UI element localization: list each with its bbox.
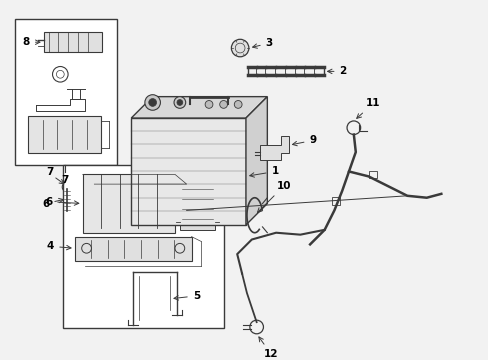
Circle shape bbox=[174, 96, 185, 108]
Polygon shape bbox=[131, 96, 267, 118]
Circle shape bbox=[219, 100, 227, 108]
Text: 11: 11 bbox=[356, 98, 380, 118]
Circle shape bbox=[204, 100, 212, 108]
Circle shape bbox=[234, 100, 242, 108]
Text: 7: 7 bbox=[61, 175, 69, 185]
Bar bbox=[368, 171, 376, 178]
Polygon shape bbox=[259, 135, 288, 160]
Text: 2: 2 bbox=[327, 66, 346, 76]
Text: 8: 8 bbox=[22, 37, 40, 47]
Text: 3: 3 bbox=[252, 38, 272, 48]
Bar bbox=[28, 116, 101, 153]
Circle shape bbox=[177, 100, 183, 105]
Bar bbox=[131, 118, 245, 225]
Bar bbox=[15, 19, 117, 165]
Text: 12: 12 bbox=[258, 337, 278, 359]
Text: 6: 6 bbox=[42, 198, 63, 208]
Bar bbox=[82, 174, 175, 233]
Bar bbox=[332, 197, 340, 204]
Text: 5: 5 bbox=[174, 291, 200, 301]
Bar bbox=[44, 32, 102, 52]
Bar bbox=[63, 165, 223, 328]
Text: 10: 10 bbox=[257, 181, 290, 212]
Circle shape bbox=[148, 99, 156, 106]
Text: 7: 7 bbox=[46, 167, 53, 177]
Text: 4: 4 bbox=[47, 241, 71, 251]
Circle shape bbox=[231, 39, 248, 57]
Circle shape bbox=[144, 95, 160, 110]
Text: 1: 1 bbox=[249, 166, 278, 177]
Bar bbox=[75, 237, 191, 261]
Polygon shape bbox=[245, 96, 267, 225]
Text: 9: 9 bbox=[292, 135, 316, 146]
Bar bbox=[180, 179, 214, 230]
Text: 6: 6 bbox=[45, 197, 79, 207]
